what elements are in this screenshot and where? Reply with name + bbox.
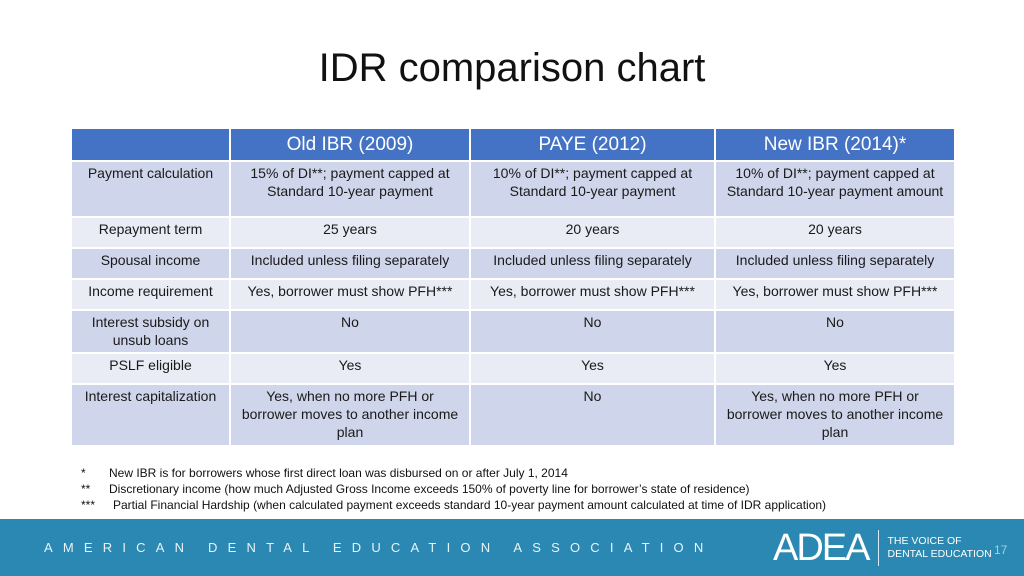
header-paye: PAYE (2012) [469, 127, 716, 162]
table-cell: Yes, when no more PFH or borrower moves … [714, 383, 956, 447]
table-cell: Included unless filing separately [469, 247, 716, 280]
adea-logo: ADEA THE VOICE OF DENTAL EDUCATION [773, 528, 999, 568]
footnote: ** Discretionary income (how much Adjust… [81, 481, 981, 497]
table-cell: Included unless filing separately [229, 247, 471, 280]
table-row: Spousal income Included unless filing se… [70, 247, 956, 280]
table-cell: Included unless filing separately [714, 247, 956, 280]
row-label: Interest subsidy on unsub loans [70, 309, 231, 354]
footnote-mark: * [81, 466, 86, 480]
tagline-line: THE VOICE OF [887, 535, 962, 547]
table-cell: No [469, 309, 716, 354]
table-cell: 15% of DI**; payment capped at Standard … [229, 160, 471, 218]
logo-divider [878, 530, 880, 566]
header-old-ibr: Old IBR (2009) [229, 127, 471, 162]
row-label: Spousal income [70, 247, 231, 280]
table-cell: No [714, 309, 956, 354]
row-label: Interest capitalization [70, 383, 231, 447]
tagline-line: DENTAL EDUCATION [887, 548, 992, 560]
header-new-ibr: New IBR (2014)* [714, 127, 956, 162]
table-cell: No [229, 309, 471, 354]
comparison-table: Old IBR (2009) PAYE (2012) New IBR (2014… [70, 127, 956, 447]
footnote-mark: *** [81, 498, 96, 512]
table-row: Income requirement Yes, borrower must sh… [70, 278, 956, 311]
table-cell: Yes [714, 352, 956, 385]
row-label: Income requirement [70, 278, 231, 311]
footnote: *** Partial Financial Hardship (when cal… [81, 497, 981, 513]
slide-title: IDR comparison chart [318, 46, 706, 90]
table-row: Repayment term 25 years 20 years 20 year… [70, 216, 956, 249]
association-name: AMERICAN DENTAL EDUCATION ASSOCIATION [44, 540, 714, 555]
table-cell: Yes, when no more PFH or borrower moves … [229, 383, 471, 447]
row-label: PSLF eligible [70, 352, 231, 385]
row-label: Repayment term [70, 216, 231, 249]
table-header-row: Old IBR (2009) PAYE (2012) New IBR (2014… [70, 127, 956, 162]
table-cell: No [469, 383, 716, 447]
table-cell: Yes [469, 352, 716, 385]
table-cell: 20 years [714, 216, 956, 249]
logo-wordmark: ADEA [773, 527, 870, 569]
row-label: Payment calculation [70, 160, 231, 218]
table-cell: 10% of DI**; payment capped at Standard … [714, 160, 956, 218]
header-blank-cell [70, 127, 231, 162]
table-row: PSLF eligible Yes Yes Yes [70, 352, 956, 385]
table-cell: Yes [229, 352, 471, 385]
table-cell: 10% of DI**; payment capped at Standard … [469, 160, 716, 218]
footnote-mark: ** [81, 482, 91, 496]
footer-bar: AMERICAN DENTAL EDUCATION ASSOCIATION AD… [0, 519, 1024, 576]
page-number: 17 [994, 543, 1008, 557]
table-row: Interest subsidy on unsub loans No No No [70, 309, 956, 354]
table-row: Interest capitalization Yes, when no mor… [70, 383, 956, 447]
table-row: Payment calculation 15% of DI**; payment… [70, 160, 956, 218]
table-cell: 20 years [469, 216, 716, 249]
table-cell: 25 years [229, 216, 471, 249]
logo-tagline: THE VOICE OF DENTAL EDUCATION [887, 535, 999, 561]
footnotes: * New IBR is for borrowers whose first d… [81, 465, 981, 513]
table-cell: Yes, borrower must show PFH*** [714, 278, 956, 311]
footnote: * New IBR is for borrowers whose first d… [81, 465, 981, 481]
footnote-text: Discretionary income (how much Adjusted … [109, 482, 750, 496]
table-cell: Yes, borrower must show PFH*** [229, 278, 471, 311]
footnote-text: Partial Financial Hardship (when calcula… [113, 498, 827, 512]
footnote-text: New IBR is for borrowers whose first dir… [109, 466, 568, 480]
table-cell: Yes, borrower must show PFH*** [469, 278, 716, 311]
